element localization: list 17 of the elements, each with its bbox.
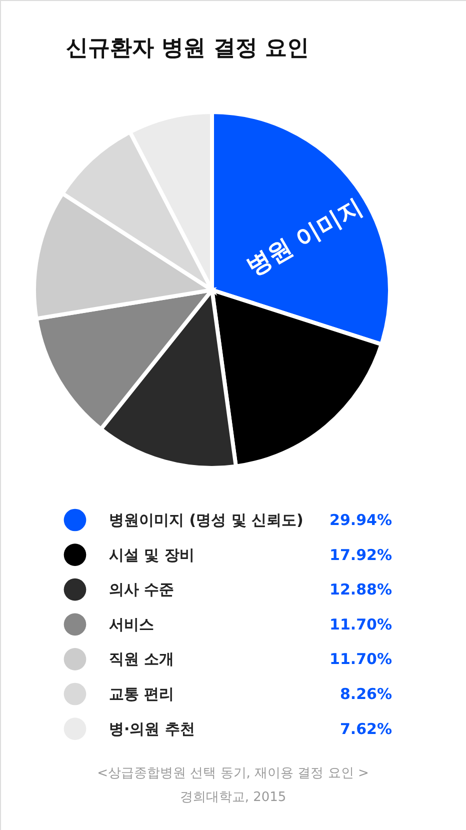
legend-label: 병·의원 추천 <box>109 720 195 738</box>
data-label: 8.26% <box>340 685 392 703</box>
data-label: 29.94% <box>330 511 392 529</box>
legend-label: 직원 소개 <box>109 650 174 668</box>
legend-label: 병원이미지 (명성 및 신뢰도) <box>109 511 304 529</box>
data-label: 11.70% <box>330 650 392 668</box>
legend-label: 교통 편리 <box>109 685 174 703</box>
chart-title: 신규환자 병원 결정 요인 <box>66 36 309 61</box>
data-label: 7.62% <box>340 720 392 738</box>
data-label: 11.70% <box>330 615 392 634</box>
text: <상급종합병원 선택 동기, 재이용 결정 요인 > <box>97 766 369 781</box>
text: 경희대학교, 2015 <box>180 790 286 805</box>
data-label: 17.92% <box>330 546 392 564</box>
data-label: 12.88% <box>330 580 392 599</box>
legend-label: 서비스 <box>109 615 154 634</box>
legend-label: 의사 수준 <box>109 580 174 599</box>
legend-label: 시설 및 장비 <box>109 546 194 564</box>
